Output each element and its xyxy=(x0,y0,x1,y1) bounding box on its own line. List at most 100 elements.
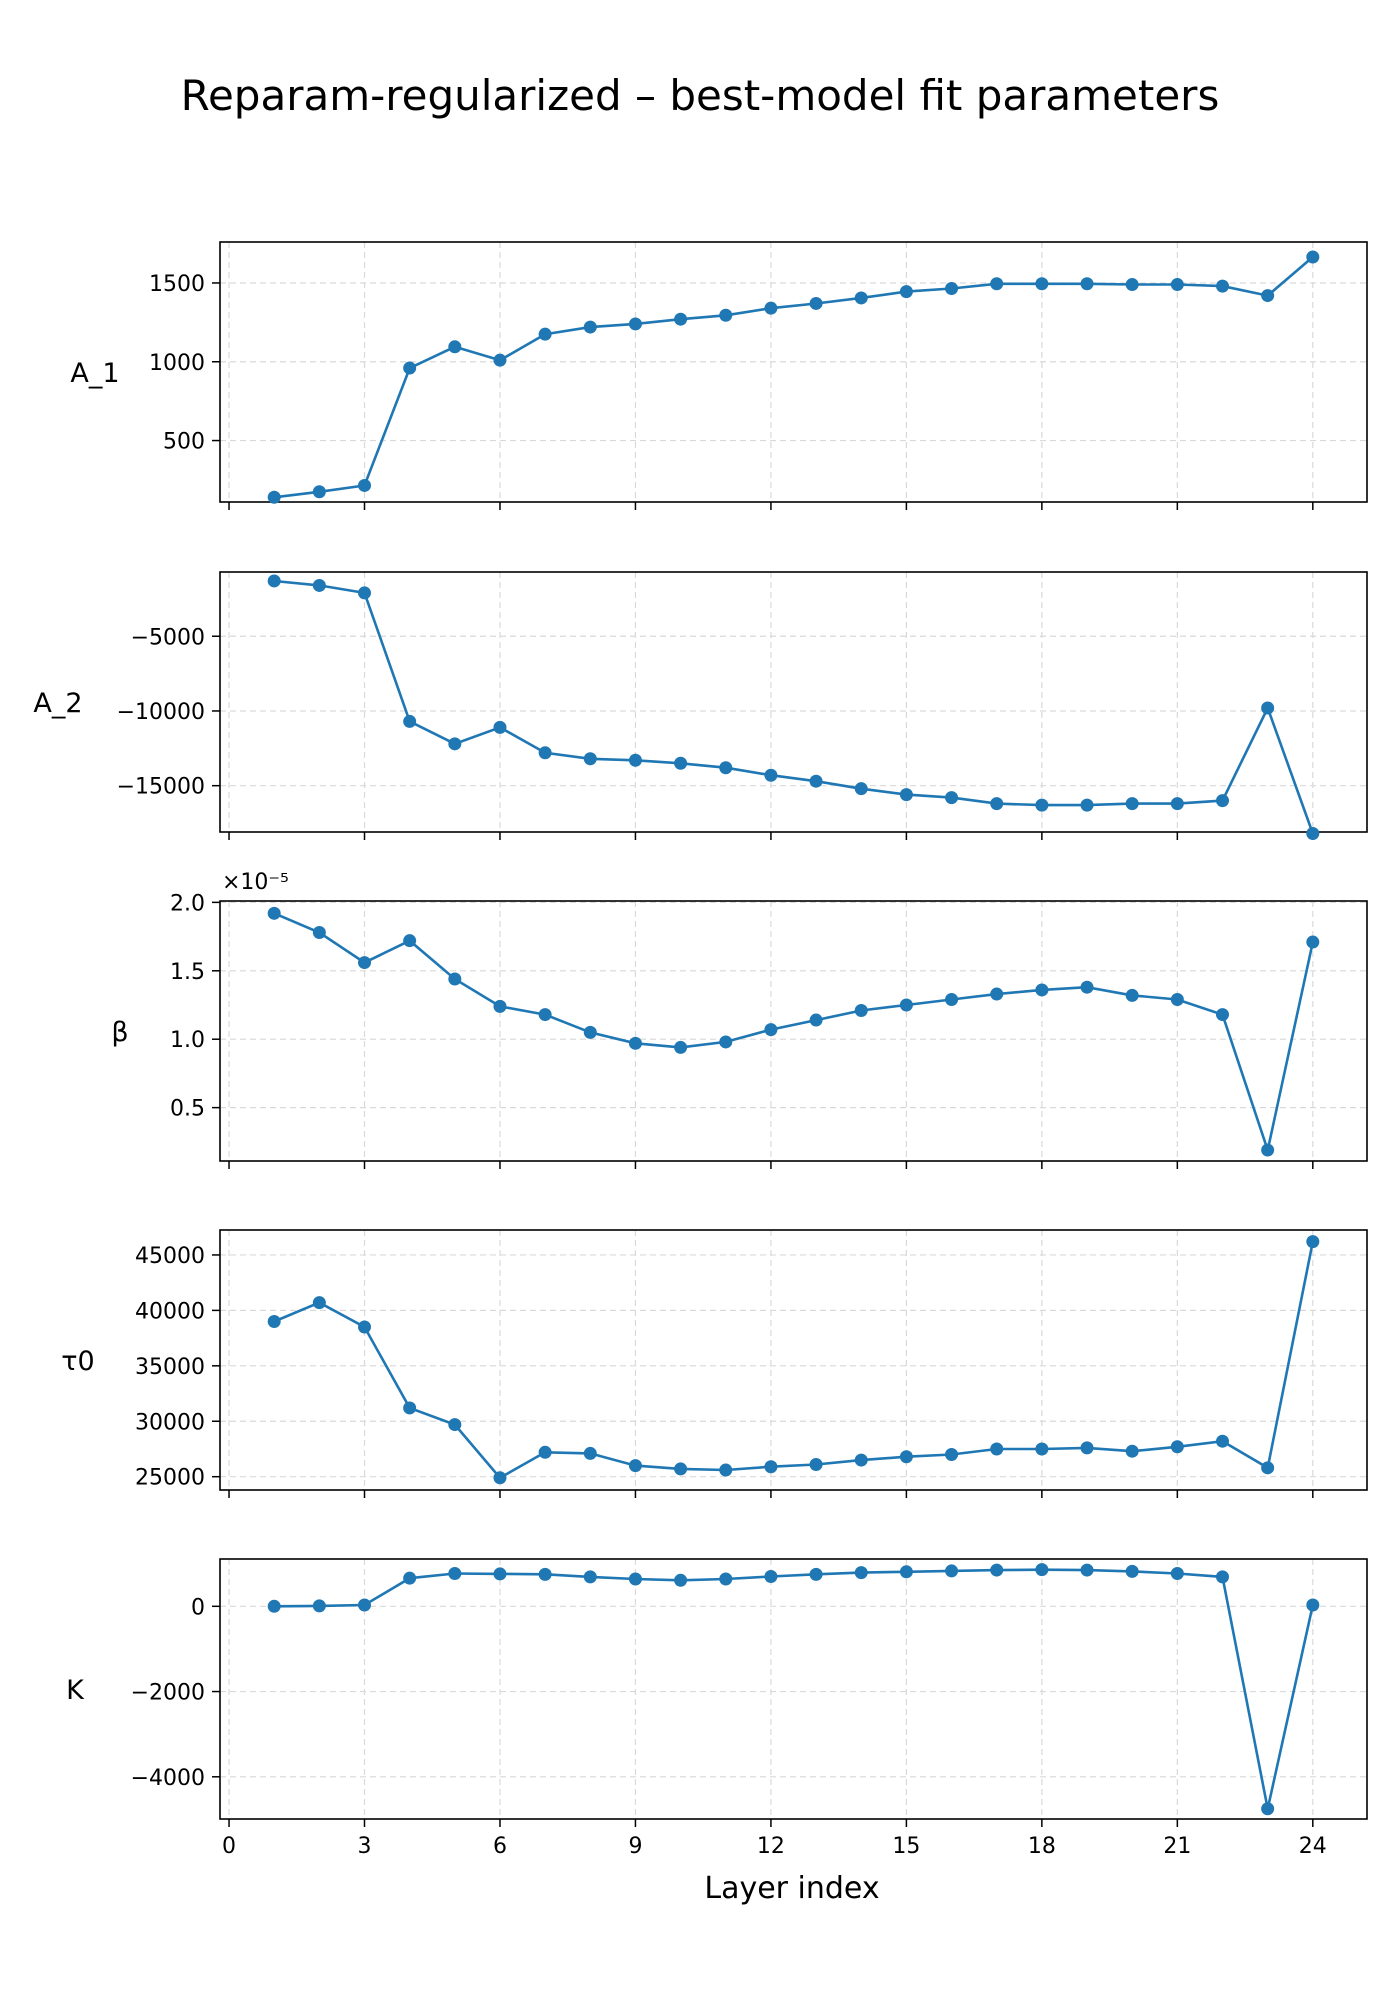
data-point xyxy=(358,586,372,600)
data-point xyxy=(899,998,913,1012)
data-point xyxy=(538,1445,552,1459)
data-point xyxy=(945,281,959,295)
data-point xyxy=(358,1320,372,1334)
x-tick-label: 21 xyxy=(1163,1834,1191,1859)
data-point xyxy=(809,774,823,788)
data-point xyxy=(312,1296,326,1310)
data-point xyxy=(403,1401,417,1415)
data-point xyxy=(1170,278,1184,292)
data-point xyxy=(1306,935,1320,949)
data-point xyxy=(1035,1442,1049,1456)
data-point xyxy=(1170,993,1184,1007)
data-point xyxy=(448,1566,462,1580)
data-point xyxy=(358,478,372,492)
data-point xyxy=(1080,277,1094,291)
data-point xyxy=(312,578,326,592)
data-point xyxy=(448,1418,462,1432)
data-point xyxy=(990,1442,1004,1456)
data-point xyxy=(312,485,326,499)
data-point xyxy=(538,1008,552,1022)
data-point xyxy=(764,768,778,782)
data-point xyxy=(448,972,462,986)
data-point xyxy=(448,737,462,751)
x-tick-label: 12 xyxy=(757,1834,785,1859)
data-point xyxy=(764,301,778,315)
panel-5: 0 3 6 9 12 15 18 21 24 0 −2000 −4000 K xyxy=(66,1558,1368,1859)
data-point xyxy=(538,1567,552,1581)
data-point xyxy=(854,291,868,305)
y-axis-label: τ0 xyxy=(61,1346,94,1377)
y-tick-label: 30000 xyxy=(135,1410,205,1435)
data-point xyxy=(267,1314,281,1328)
data-point xyxy=(1215,794,1229,808)
panel-4: 25000 30000 35000 40000 45000 τ0 xyxy=(61,1229,1368,1498)
data-point xyxy=(312,1599,326,1613)
plot-frame xyxy=(219,571,1368,833)
data-point xyxy=(854,782,868,796)
data-point xyxy=(945,1564,959,1578)
data-point xyxy=(1170,1440,1184,1454)
data-point xyxy=(312,925,326,939)
y-axis-label: K xyxy=(66,1675,85,1706)
y-tick-label: 1500 xyxy=(149,272,205,297)
y-axis-label: β xyxy=(111,1017,128,1048)
data-point xyxy=(674,1573,688,1587)
data-point xyxy=(1215,1570,1229,1584)
y-tick-label: 500 xyxy=(163,430,205,455)
y-tick-label: 45000 xyxy=(135,1244,205,1269)
x-tick-label: 0 xyxy=(222,1834,236,1859)
data-point xyxy=(1080,980,1094,994)
data-point xyxy=(990,797,1004,811)
data-point xyxy=(1035,798,1049,812)
data-point xyxy=(899,285,913,299)
series-line xyxy=(274,1568,1315,1810)
data-point xyxy=(809,1013,823,1027)
x-tick-label: 3 xyxy=(358,1834,372,1859)
series-line xyxy=(274,256,1314,499)
data-point xyxy=(1215,279,1229,293)
y-tick-label: 1000 xyxy=(149,351,205,376)
data-point xyxy=(1035,1563,1049,1577)
data-point xyxy=(1170,797,1184,811)
data-point xyxy=(267,574,281,588)
data-point xyxy=(628,753,642,767)
y-tick-label: 2.0 xyxy=(170,891,205,916)
data-point xyxy=(358,956,372,970)
data-point xyxy=(493,999,507,1013)
data-point xyxy=(1306,1235,1320,1249)
data-point xyxy=(764,1023,778,1037)
series-line xyxy=(273,1241,1315,1480)
y-tick-label: −10000 xyxy=(117,700,205,725)
plot-frame xyxy=(219,1229,1368,1491)
data-point xyxy=(945,1448,959,1462)
data-point xyxy=(674,1462,688,1476)
axis-offset-label: ×10⁻⁵ xyxy=(222,870,289,895)
plot-frame xyxy=(219,241,1368,503)
panels: 50010001500A_1−5000−10000−15000A_20.51.0… xyxy=(33,241,1368,1859)
data-point xyxy=(448,340,462,354)
data-point xyxy=(583,320,597,334)
data-point xyxy=(493,353,507,367)
data-point xyxy=(990,1563,1004,1577)
y-tick-label: 40000 xyxy=(135,1299,205,1324)
data-point xyxy=(1080,1441,1094,1455)
data-point xyxy=(854,1453,868,1467)
data-point xyxy=(719,761,733,775)
data-point xyxy=(809,1567,823,1581)
data-point xyxy=(1035,983,1049,997)
data-point xyxy=(1035,277,1049,291)
y-axis-label: A_1 xyxy=(70,358,119,389)
y-tick-label: 1.5 xyxy=(170,960,205,985)
data-point xyxy=(1261,701,1275,715)
data-point xyxy=(854,1003,868,1017)
data-point xyxy=(990,987,1004,1001)
plot-frame xyxy=(219,900,1368,1162)
y-tick-label: −4000 xyxy=(131,1766,205,1791)
data-point xyxy=(583,1570,597,1584)
data-point xyxy=(899,788,913,802)
x-tick-label: 15 xyxy=(892,1834,920,1859)
data-point xyxy=(1306,250,1320,264)
data-point xyxy=(583,1446,597,1460)
data-point xyxy=(1080,1563,1094,1577)
